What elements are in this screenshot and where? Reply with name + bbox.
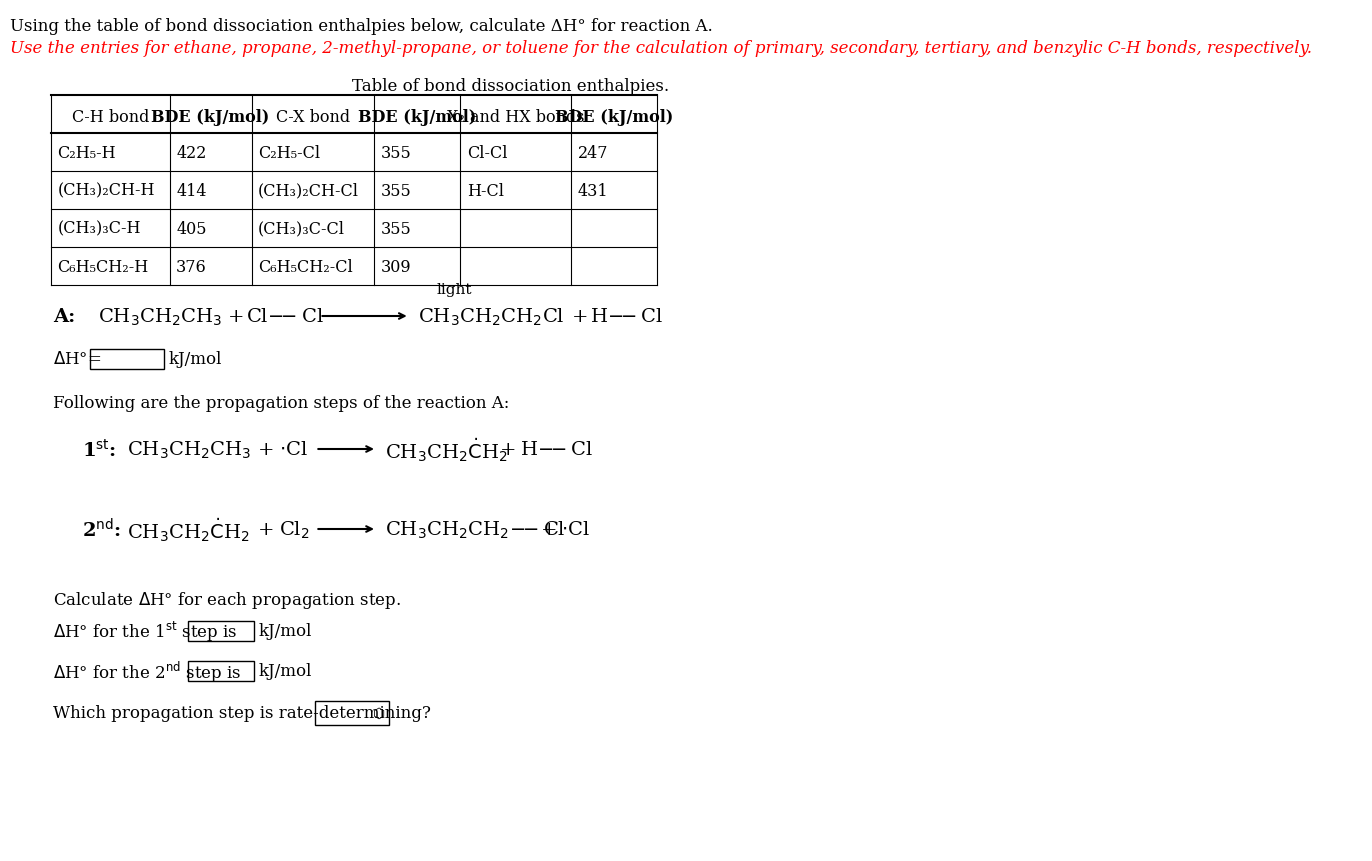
Text: 422: 422 bbox=[176, 145, 207, 161]
Text: 355: 355 bbox=[381, 145, 412, 161]
Text: CH$_3$CH$_2$CH$_3$: CH$_3$CH$_2$CH$_3$ bbox=[99, 306, 222, 327]
Text: CH$_3$CH$_2$CH$_3$: CH$_3$CH$_2$CH$_3$ bbox=[128, 439, 251, 460]
FancyBboxPatch shape bbox=[316, 701, 390, 725]
Text: BDE (kJ/mol): BDE (kJ/mol) bbox=[358, 108, 476, 126]
Text: $\Delta$H° for the 1$^\mathrm{st}$ step is: $\Delta$H° for the 1$^\mathrm{st}$ step … bbox=[54, 619, 237, 643]
Text: X₂ and HX bonds: X₂ and HX bonds bbox=[447, 108, 584, 126]
FancyBboxPatch shape bbox=[188, 622, 254, 641]
Text: BDE (kJ/mol): BDE (kJ/mol) bbox=[554, 108, 674, 126]
Text: C₂H₅-H: C₂H₅-H bbox=[58, 145, 117, 161]
Text: CH$_3$CH$_2\dot{\mathrm{C}}$H$_2$: CH$_3$CH$_2\dot{\mathrm{C}}$H$_2$ bbox=[386, 436, 508, 463]
Text: light: light bbox=[436, 282, 472, 297]
Text: CH$_3$CH$_2$CH$_2\mathrm{-\!\!-}$Cl: CH$_3$CH$_2$CH$_2\mathrm{-\!\!-}$Cl bbox=[386, 518, 565, 540]
FancyBboxPatch shape bbox=[91, 350, 163, 369]
Text: +: + bbox=[258, 520, 274, 538]
Text: 309: 309 bbox=[381, 258, 412, 276]
Text: H$\mathrm{-\!\!-}$Cl: H$\mathrm{-\!\!-}$Cl bbox=[590, 307, 664, 325]
Text: 247: 247 bbox=[578, 145, 608, 161]
Text: 414: 414 bbox=[176, 183, 207, 199]
Text: 1$^\mathrm{st}$:: 1$^\mathrm{st}$: bbox=[82, 438, 117, 461]
Text: $\Delta$H°=: $\Delta$H°= bbox=[54, 351, 102, 368]
Text: C₆H₅CH₂-H: C₆H₅CH₂-H bbox=[58, 258, 148, 276]
Text: $\cdot$Cl: $\cdot$Cl bbox=[561, 520, 590, 538]
Text: CH$_3$CH$_2$CH$_2$Cl: CH$_3$CH$_2$CH$_2$Cl bbox=[418, 306, 564, 327]
Text: Which propagation step is rate-determining?: Which propagation step is rate-determini… bbox=[54, 704, 431, 722]
Text: (CH₃)₂CH-Cl: (CH₃)₂CH-Cl bbox=[258, 183, 359, 199]
Text: Cl$_2$: Cl$_2$ bbox=[279, 518, 309, 540]
Text: 2$^\mathrm{nd}$:: 2$^\mathrm{nd}$: bbox=[82, 517, 121, 541]
Text: kJ/mol: kJ/mol bbox=[259, 663, 313, 679]
Text: 376: 376 bbox=[176, 258, 207, 276]
Text: Using the table of bond dissociation enthalpies below, calculate ΔH° for reactio: Using the table of bond dissociation ent… bbox=[10, 18, 712, 35]
Text: kJ/mol: kJ/mol bbox=[259, 623, 313, 640]
Text: Cl-Cl: Cl-Cl bbox=[466, 145, 508, 161]
Text: ⬡: ⬡ bbox=[373, 706, 386, 720]
FancyBboxPatch shape bbox=[188, 661, 254, 681]
Text: (CH₃)₃C-Cl: (CH₃)₃C-Cl bbox=[258, 220, 346, 238]
Text: Following are the propagation steps of the reaction A:: Following are the propagation steps of t… bbox=[54, 394, 509, 412]
Text: C₆H₅CH₂-Cl: C₆H₅CH₂-Cl bbox=[258, 258, 353, 276]
Text: 431: 431 bbox=[578, 183, 608, 199]
Text: C-H bond: C-H bond bbox=[71, 108, 150, 126]
Text: C-X bond: C-X bond bbox=[276, 108, 350, 126]
Text: Table of bond dissociation enthalpies.: Table of bond dissociation enthalpies. bbox=[353, 77, 670, 95]
Text: kJ/mol: kJ/mol bbox=[169, 351, 222, 368]
Text: +: + bbox=[258, 441, 274, 458]
Text: $\Delta$H° for the 2$^\mathrm{nd}$ step is: $\Delta$H° for the 2$^\mathrm{nd}$ step … bbox=[54, 659, 241, 684]
Text: +: + bbox=[541, 520, 557, 538]
Text: C₂H₅-Cl: C₂H₅-Cl bbox=[258, 145, 320, 161]
Text: Calculate $\Delta$H° for each propagation step.: Calculate $\Delta$H° for each propagatio… bbox=[54, 589, 402, 610]
Text: +: + bbox=[228, 307, 244, 325]
Text: CH$_3$CH$_2\dot{\mathrm{C}}$H$_2$: CH$_3$CH$_2\dot{\mathrm{C}}$H$_2$ bbox=[128, 516, 250, 543]
Text: H-Cl: H-Cl bbox=[466, 183, 504, 199]
Text: (CH₃)₂CH-H: (CH₃)₂CH-H bbox=[58, 183, 155, 199]
Text: 355: 355 bbox=[381, 220, 412, 238]
Text: 355: 355 bbox=[381, 183, 412, 199]
Text: Use the entries for ethane, propane, 2-methyl-propane, or toluene for the calcul: Use the entries for ethane, propane, 2-m… bbox=[10, 40, 1312, 57]
Text: +: + bbox=[499, 441, 516, 458]
Text: H$\mathrm{-\!\!-}$Cl: H$\mathrm{-\!\!-}$Cl bbox=[520, 441, 594, 458]
Text: A:: A: bbox=[54, 307, 75, 325]
Text: +: + bbox=[572, 307, 589, 325]
Text: Cl$\mathrm{-\!\!-}$Cl: Cl$\mathrm{-\!\!-}$Cl bbox=[246, 307, 324, 325]
Text: 405: 405 bbox=[176, 220, 207, 238]
Text: $\cdot$Cl: $\cdot$Cl bbox=[279, 441, 307, 458]
Text: BDE (kJ/mol): BDE (kJ/mol) bbox=[151, 108, 270, 126]
Text: (CH₃)₃C-H: (CH₃)₃C-H bbox=[58, 220, 141, 238]
